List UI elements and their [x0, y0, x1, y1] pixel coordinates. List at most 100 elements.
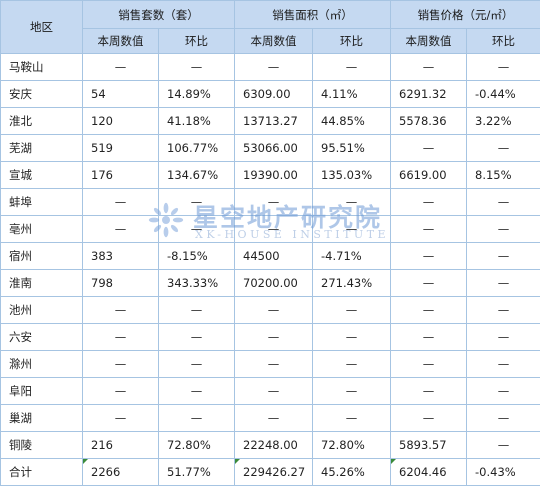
data-cell: —: [82, 215, 159, 243]
data-cell: 6204.46: [390, 458, 467, 486]
data-cell: 135.03%: [312, 161, 391, 189]
data-cell: 6291.32: [390, 80, 467, 108]
data-cell: —: [390, 215, 467, 243]
data-cell: —: [466, 323, 540, 351]
data-cell: —: [158, 323, 235, 351]
data-cell: —: [312, 377, 391, 405]
data-cell: —: [466, 269, 540, 297]
data-cell: 3.22%: [466, 107, 540, 135]
data-cell: —: [158, 188, 235, 216]
data-cell: 134.67%: [158, 161, 235, 189]
table-row: 铜陵 216 72.80% 22248.00 72.80% 5893.57—: [0, 431, 540, 459]
data-cell: 44.85%: [312, 107, 391, 135]
header-row-sub: 本周数值 环比 本周数值 环比 本周数值 环比: [1, 28, 540, 54]
region-cell: 滁州: [0, 350, 83, 378]
data-cell: —: [390, 350, 467, 378]
table-row: 池州 — — — — — —: [0, 296, 540, 324]
data-cell: 106.77%: [158, 134, 235, 162]
data-cell: —: [82, 323, 159, 351]
data-cell: —: [234, 377, 313, 405]
data-cell: —: [234, 350, 313, 378]
table-row: 淮北 120 41.18% 13713.27 44.85% 5578.36 3.22%: [0, 107, 540, 135]
data-cell: —: [82, 404, 159, 432]
data-cell: 798: [82, 269, 159, 297]
data-cell: 70200.00: [234, 269, 313, 297]
data-cell: 8.15%: [466, 161, 540, 189]
table-row: 宿州 383 -8.15% 44500 -4.71% — —: [0, 242, 540, 270]
table-row: 芜湖 519 106.77% 53066.00 95.51% — —: [0, 134, 540, 162]
data-cell: —: [312, 404, 391, 432]
data-cell: —: [390, 188, 467, 216]
data-cell: —: [466, 404, 540, 432]
data-cell: —: [466, 134, 540, 162]
data-cell: 383: [82, 242, 159, 270]
region-cell: 淮南: [0, 269, 83, 297]
data-cell: —: [466, 350, 540, 378]
data-cell: —: [466, 296, 540, 324]
table-row: 蚌埠 — — — — — —: [0, 188, 540, 216]
data-cell: 72.80%: [312, 431, 391, 459]
data-cell: —: [390, 134, 467, 162]
data-cell: —: [390, 242, 467, 270]
data-cell: —: [158, 377, 235, 405]
data-cell: 54: [82, 80, 159, 108]
region-cell: 马鞍山: [0, 53, 83, 81]
data-cell: 45.26%: [312, 458, 391, 486]
data-cell: —: [390, 53, 467, 81]
area-current-header: 本周数值: [234, 28, 313, 54]
data-cell: —: [82, 296, 159, 324]
data-cell: —: [234, 215, 313, 243]
area-group-header: 销售面积（㎡）: [234, 0, 391, 29]
data-cell: 72.80%: [158, 431, 235, 459]
data-cell: 14.89%: [158, 80, 235, 108]
data-cell: 19390.00: [234, 161, 313, 189]
region-cell: 安庆: [0, 80, 83, 108]
units-current-header: 本周数值: [82, 28, 159, 54]
data-cell: 6309.00: [234, 80, 313, 108]
data-cell: —: [158, 350, 235, 378]
data-cell: -0.43%: [466, 458, 540, 486]
table-row: 淮南 798 343.33% 70200.00 271.43% — —: [0, 269, 540, 297]
table-row: 宣城 176 134.67% 19390.00 135.03% 6619.00 8.15%: [0, 161, 540, 189]
region-cell: 池州: [0, 296, 83, 324]
data-cell: —: [312, 296, 391, 324]
data-cell: —: [312, 53, 391, 81]
data-cell: —: [82, 350, 159, 378]
table-row: 巢湖 — — — — — —: [0, 404, 540, 432]
data-cell: 176: [82, 161, 159, 189]
data-cell: —: [466, 242, 540, 270]
data-cell: 5578.36: [390, 107, 467, 135]
data-cell: —: [466, 377, 540, 405]
data-cell: 13713.27: [234, 107, 313, 135]
data-cell: —: [82, 53, 159, 81]
table-body: 马鞍山 — — — — — — 安庆 54 14.89% 6309.00 4.11% 6291.32 -0…: [0, 53, 540, 486]
table-row: 滁州 — — — — — —: [0, 350, 540, 378]
data-cell: —: [390, 404, 467, 432]
region-cell: 六安: [0, 323, 83, 351]
data-cell: —: [234, 296, 313, 324]
table-row: 阜阳 — — — — — —: [0, 377, 540, 405]
data-cell: -0.44%: [466, 80, 540, 108]
region-cell: 宿州: [0, 242, 83, 270]
region-cell: 宣城: [0, 161, 83, 189]
data-cell: —: [466, 431, 540, 459]
region-cell: 芜湖: [0, 134, 83, 162]
data-cell: —: [390, 377, 467, 405]
table-row: 亳州 — — — — — —: [0, 215, 540, 243]
region-cell: 合计: [0, 458, 83, 486]
data-cell: —: [312, 350, 391, 378]
data-cell: -8.15%: [158, 242, 235, 270]
data-cell: 519: [82, 134, 159, 162]
price-change-header: 环比: [466, 28, 540, 54]
data-cell: 343.33%: [158, 269, 235, 297]
data-cell: 53066.00: [234, 134, 313, 162]
table-row: 马鞍山 — — — — — —: [0, 53, 540, 81]
price-group-header: 销售价格（元/㎡）: [390, 0, 540, 29]
price-current-header: 本周数值: [390, 28, 467, 54]
data-cell: —: [158, 53, 235, 81]
region-cell: 蚌埠: [0, 188, 83, 216]
data-cell: 41.18%: [158, 107, 235, 135]
data-cell: —: [466, 188, 540, 216]
data-cell: 4.11%: [312, 80, 391, 108]
